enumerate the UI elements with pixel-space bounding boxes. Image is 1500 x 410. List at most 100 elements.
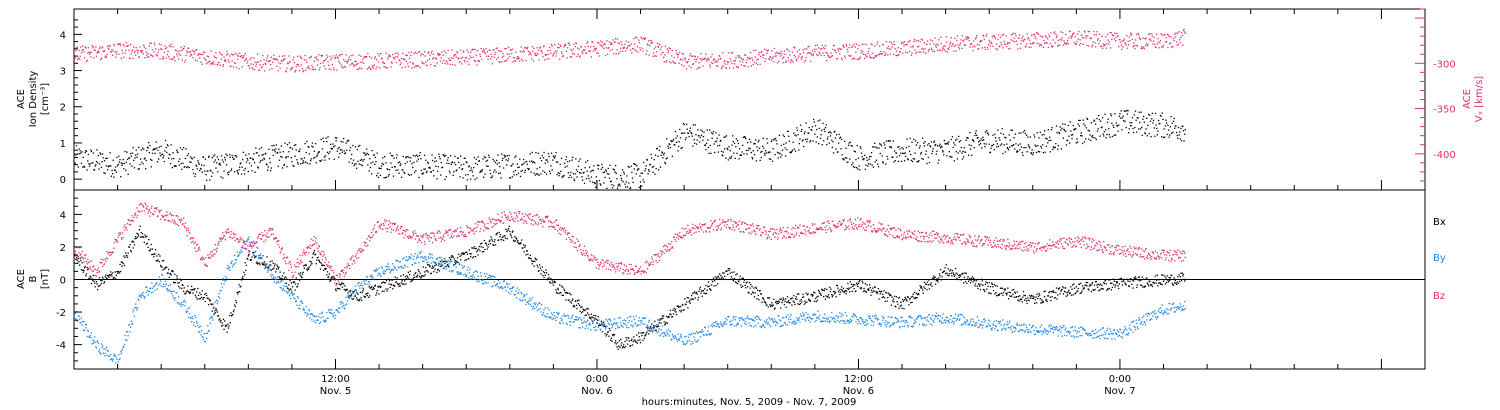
- bx-point: [148, 239, 150, 241]
- vx-point: [391, 62, 393, 64]
- bx-point: [248, 254, 250, 256]
- bx-point: [443, 260, 446, 262]
- bx-point: [819, 293, 822, 295]
- bx-point: [781, 300, 784, 302]
- vx-point: [397, 56, 399, 58]
- vx-point: [244, 53, 246, 55]
- density-point: [597, 164, 599, 166]
- vx-point: [997, 34, 1000, 36]
- density-point: [394, 166, 396, 168]
- vx-point: [988, 39, 990, 42]
- vx-point: [548, 58, 550, 60]
- vx-point: [1151, 33, 1153, 35]
- density-point: [873, 146, 875, 148]
- density-point: [1148, 132, 1150, 135]
- bx-point: [137, 233, 139, 235]
- density-point: [1113, 134, 1115, 136]
- density-point: [705, 149, 707, 151]
- vx-point: [1182, 44, 1184, 46]
- bx-point: [812, 294, 814, 296]
- density-point: [184, 157, 187, 160]
- density-point: [191, 157, 193, 159]
- vx-point: [310, 56, 312, 59]
- vx-point: [672, 61, 675, 63]
- density-point: [653, 165, 655, 168]
- density-point: [351, 153, 353, 156]
- bx-point: [118, 270, 120, 273]
- vx-point: [386, 67, 388, 69]
- vx-point: [1054, 42, 1056, 44]
- vx-point: [166, 53, 169, 56]
- density-point: [541, 155, 543, 157]
- density-point: [890, 147, 893, 149]
- vx-point: [727, 61, 729, 63]
- density-point: [252, 159, 254, 161]
- bx-point: [691, 294, 693, 297]
- density-point: [695, 134, 697, 136]
- vx-point: [295, 66, 297, 68]
- density-point: [427, 162, 429, 164]
- vx-point: [1027, 37, 1030, 39]
- density-point: [867, 163, 870, 165]
- bx-point: [79, 257, 81, 259]
- density-point: [291, 148, 294, 150]
- bx-point: [300, 275, 302, 277]
- density-point: [481, 168, 484, 171]
- density-point: [331, 147, 333, 150]
- bx-point: [156, 255, 158, 257]
- vx-point: [1140, 47, 1142, 49]
- bx-point: [507, 229, 509, 231]
- density-point: [130, 155, 132, 157]
- vx-point: [1138, 34, 1140, 36]
- vx-point: [956, 39, 958, 42]
- vx-point: [796, 50, 799, 53]
- vx-point: [513, 57, 515, 59]
- density-point: [804, 138, 807, 141]
- density-point: [530, 171, 532, 173]
- bx-point: [616, 346, 618, 348]
- density-point: [321, 148, 324, 150]
- bx-point: [710, 289, 712, 291]
- vx-point: [727, 63, 729, 65]
- density-point: [1179, 131, 1181, 133]
- vx-point: [265, 63, 267, 65]
- bx-point: [257, 262, 259, 265]
- density-point: [380, 167, 382, 170]
- vx-point: [148, 45, 150, 47]
- vx-point: [834, 50, 837, 52]
- vx-point: [794, 56, 797, 58]
- density-point: [1164, 136, 1166, 138]
- density-point: [669, 143, 671, 146]
- density-point: [1106, 133, 1108, 136]
- bx-point: [160, 265, 162, 268]
- density-point: [493, 171, 495, 173]
- bx-point: [258, 257, 260, 260]
- density-point: [1040, 147, 1043, 149]
- vx-point: [373, 64, 375, 66]
- bx-point: [284, 276, 286, 278]
- density-point: [154, 148, 157, 150]
- density-point: [356, 167, 358, 169]
- vx-point: [123, 45, 126, 47]
- vx-point: [434, 65, 436, 67]
- density-point: [573, 179, 576, 182]
- density-point: [1126, 109, 1128, 112]
- bx-point: [126, 255, 128, 257]
- vx-point: [389, 55, 391, 57]
- vx-point: [1055, 36, 1058, 38]
- vx-point: [186, 50, 188, 52]
- vx-point: [656, 51, 658, 53]
- vx-point: [625, 50, 627, 52]
- bx-point: [665, 322, 667, 324]
- density-point: [348, 161, 350, 163]
- bx-point: [466, 253, 469, 255]
- vx-point: [446, 63, 449, 65]
- bx-point: [823, 289, 825, 292]
- vx-point: [139, 46, 141, 48]
- density-point: [1177, 126, 1180, 129]
- density-point: [385, 162, 387, 164]
- vx-point: [364, 56, 366, 58]
- bx-point: [369, 295, 371, 297]
- density-point: [785, 155, 787, 157]
- bx-point: [879, 293, 881, 295]
